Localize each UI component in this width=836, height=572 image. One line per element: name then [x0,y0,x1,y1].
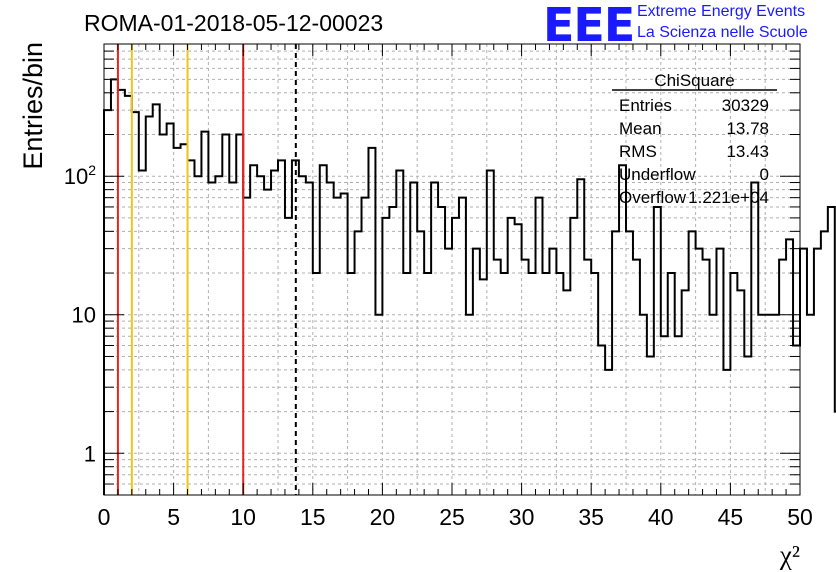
x-tick-label: 35 [578,504,604,530]
x-tick-label: 30 [509,504,535,530]
x-tick-label: 20 [370,504,396,530]
logo-line-1: Extreme Energy Events [637,3,806,20]
stats-box: ChiSquare Entries 30329 Mean 13.78 RMS 13.43 Un… [612,71,777,207]
stats-label: Mean [619,119,662,138]
grid-lines [104,43,800,496]
x-tick-label: 10 [230,504,256,530]
stats-value: 30329 [722,96,769,115]
stats-label: Overflow [619,188,687,207]
chart-title: ROMA-01-2018-05-12-00023 [84,10,384,36]
stats-value: 1.221e+04 [688,188,769,207]
stats-label: Entries [619,96,672,115]
x-tick-label: 45 [718,504,744,530]
histogram-bars [103,78,836,495]
x-tick-label: 40 [648,504,674,530]
y-tick-label: 10 [72,303,96,328]
y-tick-label: 1 [84,441,96,466]
x-axis-label: χ² [779,540,800,570]
x-tick-label: 50 [787,504,813,530]
reference-lines [116,44,297,495]
x-tick-label: 0 [98,504,111,530]
x-tick-label: 25 [439,504,465,530]
eee-logo: EEE [543,0,635,52]
stats-label: Underflow [619,165,696,184]
stats-value: 0 [760,165,769,184]
y-tick-label: 102 [64,162,96,189]
stats-label: RMS [619,142,657,161]
y-axis-label: Entries/bin [18,42,48,170]
stats-box-title: ChiSquare [654,71,734,90]
x-tick-label: 5 [167,504,180,530]
axes: 0 5 10 15 20 25 30 35 40 45 50 1 10 102 Entries/bin χ² [18,42,813,570]
logo-line-2: La Scienza nelle Scuole [637,24,808,41]
histogram-step-line [103,78,836,495]
x-tick-label: 15 [300,504,326,530]
stats-value: 13.78 [726,119,769,138]
stats-value: 13.43 [726,142,769,161]
